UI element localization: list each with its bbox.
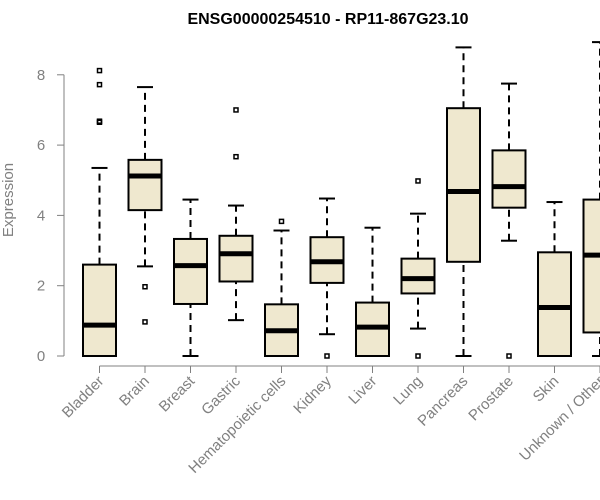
outlier-point — [96, 67, 103, 74]
x-tick-label: Bladder — [59, 373, 108, 422]
box-bladder — [82, 67, 117, 357]
box-iqr — [82, 263, 117, 357]
box-iqr — [446, 107, 481, 263]
chart-title: ENSG00000254510 - RP11-867G23.10 — [187, 11, 468, 28]
y-axis: 0 2 4 6 8 — [37, 67, 65, 365]
y-tick-label: 0 — [37, 348, 45, 365]
x-tick-label: Pancreas — [414, 373, 471, 430]
x-tick-label: Lung — [390, 373, 426, 409]
box-iqr — [400, 257, 436, 295]
box-breast — [173, 198, 208, 357]
box-skin — [537, 201, 572, 357]
outlier-point — [96, 118, 103, 124]
x-tick-label: Skin — [530, 373, 563, 406]
box-prostate — [491, 82, 527, 359]
y-tick-label: 4 — [37, 207, 45, 224]
y-tick-label: 8 — [37, 67, 45, 84]
box-iqr — [582, 198, 600, 334]
y-tick-label: 6 — [37, 137, 45, 154]
box-iqr — [218, 234, 254, 283]
outlier-point — [415, 178, 421, 184]
outlier-point — [142, 284, 148, 290]
outlier-point — [278, 218, 285, 225]
box-brain — [127, 86, 163, 325]
outlier-point — [233, 107, 239, 113]
x-tick-label: Kidney — [290, 372, 335, 417]
outlier-point — [506, 353, 512, 359]
box-kidney — [309, 197, 345, 359]
outlier-point — [142, 319, 148, 325]
box-iqr — [491, 149, 527, 209]
boxes-group — [82, 41, 600, 359]
box-lung — [400, 178, 436, 359]
box-iqr — [537, 251, 572, 357]
x-tick-label: Liver — [345, 373, 380, 408]
x-tick-label: Prostate — [465, 373, 517, 425]
box-iqr — [173, 237, 208, 305]
box-liver — [355, 226, 390, 357]
outlier-point — [324, 353, 330, 359]
outlier-point — [233, 153, 239, 160]
y-tick-label: 2 — [37, 278, 45, 295]
outlier-point — [415, 353, 421, 359]
box-gastric — [218, 107, 254, 322]
y-axis-label: Expression — [0, 163, 17, 237]
box-hematopoietic-cells — [264, 218, 299, 357]
box-pancreas — [446, 46, 481, 357]
x-tick-label: Breast — [156, 372, 199, 415]
box-unknown-other — [582, 41, 600, 357]
x-tick-label: Brain — [116, 373, 153, 410]
outlier-point — [96, 81, 103, 88]
box-iqr — [127, 158, 163, 212]
